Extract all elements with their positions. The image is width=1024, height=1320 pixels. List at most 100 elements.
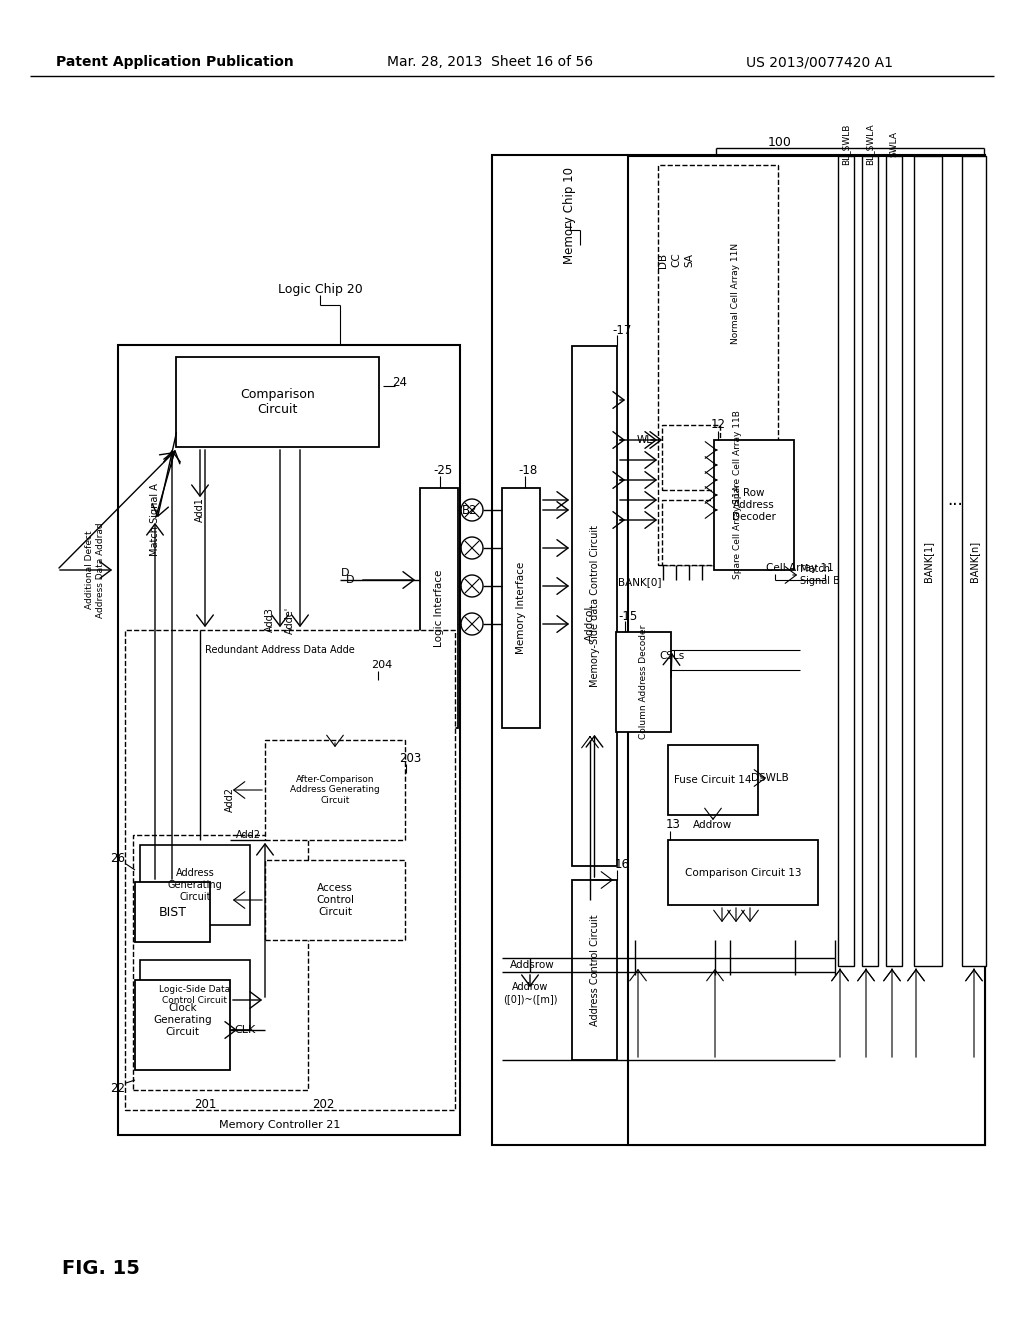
Bar — [133, 836, 308, 1090]
Bar — [668, 744, 758, 814]
Bar — [616, 632, 671, 733]
Text: Logic-Side Data
Control Circuit: Logic-Side Data Control Circuit — [160, 985, 230, 1005]
Text: Addcol: Addcol — [585, 606, 595, 640]
Text: -17: -17 — [612, 323, 632, 337]
Text: Mar. 28, 2013  Sheet 16 of 56: Mar. 28, 2013 Sheet 16 of 56 — [387, 55, 593, 69]
Text: Addrow: Addrow — [693, 820, 732, 830]
Text: Additional Defect
Address Data Addrad: Additional Defect Address Data Addrad — [85, 523, 104, 618]
Text: Logic Interface: Logic Interface — [434, 569, 444, 647]
Text: SA: SA — [684, 253, 694, 267]
Text: 202: 202 — [312, 1098, 334, 1111]
Text: US 2013/0077420 A1: US 2013/0077420 A1 — [746, 55, 894, 69]
Bar — [502, 488, 540, 729]
Text: BANK[1]: BANK[1] — [923, 540, 933, 582]
Text: Comparison Circuit 13: Comparison Circuit 13 — [685, 867, 801, 878]
Text: Redundant Address Data Adde: Redundant Address Data Adde — [205, 645, 355, 655]
Text: WL: WL — [637, 436, 653, 445]
Text: Add2: Add2 — [236, 830, 260, 840]
Text: 100: 100 — [768, 136, 792, 149]
Bar — [420, 488, 458, 729]
Bar — [660, 168, 715, 418]
Text: BANK[0]: BANK[0] — [618, 577, 662, 587]
Text: Adde': Adde' — [285, 606, 295, 634]
Text: -15: -15 — [618, 610, 638, 623]
Bar — [962, 156, 986, 966]
Text: Cell Array 11: Cell Array 11 — [766, 564, 834, 573]
Text: 203: 203 — [399, 751, 421, 764]
Bar — [135, 882, 210, 942]
Text: 201: 201 — [195, 1098, 217, 1111]
Text: Spare Cell Array 11A: Spare Cell Array 11A — [733, 486, 742, 579]
Text: Memory Interface: Memory Interface — [516, 562, 526, 655]
Bar — [140, 845, 250, 925]
Bar — [658, 165, 778, 565]
Text: 24: 24 — [392, 376, 408, 389]
Text: Clock
Generating
Circuit: Clock Generating Circuit — [154, 1003, 212, 1036]
Text: ...: ... — [947, 491, 963, 510]
Text: Comparison
Circuit: Comparison Circuit — [240, 388, 314, 416]
Text: Column Address Decoder: Column Address Decoder — [639, 624, 648, 739]
Bar — [176, 356, 379, 447]
Bar — [714, 440, 794, 570]
Text: D: D — [346, 576, 354, 585]
Text: 16: 16 — [614, 858, 630, 870]
Text: Add1: Add1 — [195, 498, 205, 523]
Text: BANK[n]: BANK[n] — [969, 540, 979, 582]
Text: Address Control Circuit: Address Control Circuit — [590, 915, 599, 1026]
Bar — [492, 154, 985, 1144]
Text: -18: -18 — [518, 463, 538, 477]
Text: DSWLB: DSWLB — [752, 774, 788, 783]
Bar — [628, 156, 985, 1144]
Text: Spare Cell Array 11B: Spare Cell Array 11B — [733, 411, 742, 504]
Bar — [572, 346, 617, 866]
Text: B2: B2 — [462, 503, 478, 516]
Bar — [914, 156, 942, 966]
Bar — [118, 345, 460, 1135]
Bar — [838, 156, 854, 966]
Text: Address
Generating
Circuit: Address Generating Circuit — [168, 869, 222, 902]
Text: Row
Address
Decoder: Row Address Decoder — [732, 488, 776, 521]
Text: 26: 26 — [111, 851, 126, 865]
Text: Memory Controller 21: Memory Controller 21 — [219, 1119, 341, 1130]
Bar — [265, 861, 406, 940]
Text: Memory Chip 10: Memory Chip 10 — [563, 166, 577, 264]
Text: Memory-Side data Control Circuit: Memory-Side data Control Circuit — [590, 525, 599, 686]
Text: BL_SWLB: BL_SWLB — [842, 123, 851, 165]
Bar — [140, 960, 250, 1030]
Text: 204: 204 — [372, 660, 392, 671]
Text: CC: CC — [671, 252, 681, 268]
Text: FIG. 15: FIG. 15 — [62, 1258, 140, 1278]
Bar — [662, 425, 720, 490]
Text: Logic Chip 20: Logic Chip 20 — [278, 284, 362, 297]
Text: Access
Control
Circuit: Access Control Circuit — [316, 883, 354, 916]
Bar — [662, 500, 720, 565]
Text: CLK: CLK — [234, 1026, 256, 1035]
Text: Fuse Circuit 14: Fuse Circuit 14 — [674, 775, 752, 785]
Text: 22: 22 — [111, 1081, 126, 1094]
Bar — [572, 880, 617, 1060]
Text: CSLs: CSLs — [659, 651, 685, 661]
Text: Match
Signal B: Match Signal B — [800, 564, 840, 586]
Text: Add3: Add3 — [265, 607, 275, 632]
Text: Match Signal A: Match Signal A — [150, 483, 160, 557]
Text: Patent Application Publication: Patent Application Publication — [56, 55, 294, 69]
Bar — [125, 630, 455, 1110]
Bar — [265, 741, 406, 840]
Bar — [668, 840, 818, 906]
Bar — [862, 156, 878, 966]
Text: Addrow
([0])~([m]): Addrow ([0])~([m]) — [503, 982, 557, 1003]
Text: 13: 13 — [666, 818, 680, 832]
Text: -25: -25 — [433, 463, 453, 477]
Text: D: D — [341, 568, 349, 578]
Text: Add2: Add2 — [225, 788, 234, 813]
Text: Normal Cell Array 11N: Normal Cell Array 11N — [730, 243, 739, 343]
Text: BIST: BIST — [159, 906, 186, 919]
Bar — [886, 156, 902, 966]
Text: Addsrow: Addsrow — [510, 960, 554, 970]
Text: After-Comparison
Address Generating
Circuit: After-Comparison Address Generating Circ… — [290, 775, 380, 805]
Text: 12: 12 — [711, 418, 725, 432]
Text: SWLA: SWLA — [890, 131, 898, 157]
Text: BL_SWLA: BL_SWLA — [865, 123, 874, 165]
Bar — [135, 979, 230, 1071]
Text: DB: DB — [658, 252, 668, 268]
